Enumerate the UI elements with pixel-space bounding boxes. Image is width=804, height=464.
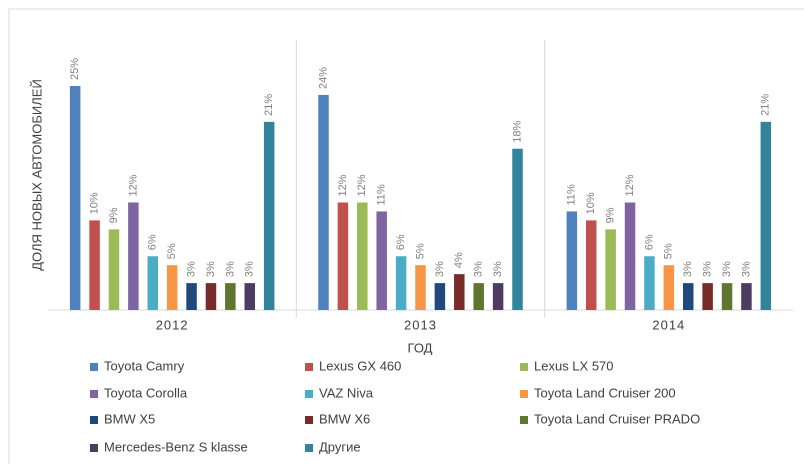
legend-swatch [90,363,98,371]
bar [205,283,217,310]
value-label: 6% [395,234,407,250]
legend-label: Lexus LX 570 [534,358,614,373]
value-label: 5% [663,243,675,259]
legend-swatch [520,363,528,371]
bar [69,86,81,310]
bar [492,283,504,310]
value-label: 18% [511,120,523,142]
bar [741,283,752,310]
legend-swatch [305,444,313,452]
y-axis-label: ДОЛЯ НОВЫХ АВТОМОБИЛЕЙ [29,79,44,271]
bar [357,202,368,310]
value-label: 3% [740,261,752,277]
value-label: 3% [244,261,256,277]
bar [473,283,484,310]
x-axis-label: ГОД [408,340,433,355]
legend-swatch [520,390,528,398]
value-label: 6% [643,234,655,250]
value-label: 11% [566,184,578,205]
x-tick-label: 2013 [404,317,437,332]
legend-label: Toyota Land Cruiser PRADO [534,411,700,426]
bar [566,211,578,310]
bar [166,265,178,310]
bar [512,148,523,310]
value-label: 3% [205,261,217,277]
value-label: 4% [453,252,465,268]
legend-swatch [90,416,98,424]
bar [454,274,465,310]
legend-label: Другие [319,439,361,454]
bar [186,283,197,310]
legend-label: Toyota Corolla [104,385,188,400]
bar [108,229,120,310]
legend-label: BMW X5 [104,411,155,426]
value-label: 12% [356,174,368,196]
bar [244,283,256,310]
value-label: 9% [605,207,617,223]
value-label: 12% [624,174,636,196]
value-label: 11% [376,184,388,205]
value-label: 21% [263,94,275,116]
bar [644,256,655,310]
legend-swatch [90,444,98,452]
legend-label: Toyota Camry [104,358,185,373]
legend-label: Mercedes-Benz S klasse [104,439,248,454]
bar [721,283,733,310]
value-label: 12% [127,174,139,196]
chart-border [8,8,804,464]
value-label: 10% [88,192,100,214]
bar [225,283,236,310]
value-label: 3% [492,261,504,277]
x-tick-label: 2014 [652,317,685,332]
bar [663,265,675,310]
legend-swatch [305,363,313,371]
bar [395,256,407,310]
value-label: 25% [69,58,81,80]
bar [89,220,100,310]
value-label: 5% [414,243,426,259]
bar [605,229,616,310]
bar [585,220,597,310]
legend-label: VAZ Niva [319,385,374,400]
legend-swatch [520,416,528,424]
bar [128,202,139,310]
bar [376,211,387,310]
bar [702,283,713,310]
value-label: 12% [337,174,349,196]
legend-swatch [305,390,313,398]
bar [415,265,426,310]
bar [318,94,329,311]
bar [263,121,275,310]
value-label: 21% [760,94,772,116]
legend-label: BMW X6 [319,411,370,426]
value-label: 9% [108,207,120,223]
value-label: 3% [224,261,236,277]
value-label: 3% [702,261,714,277]
value-label: 3% [185,261,197,277]
bar [337,202,349,310]
legend-label: Lexus GX 460 [319,358,401,373]
legend-swatch [305,416,313,424]
legend-label: Toyota Land Cruiser 200 [534,385,676,400]
value-label: 5% [166,243,178,259]
bar [624,202,636,310]
value-label: 24% [317,67,329,89]
value-label: 3% [721,261,733,277]
bar [760,121,772,310]
legend-swatch [90,390,98,398]
value-label: 6% [147,234,159,250]
bar [682,283,694,310]
value-label: 10% [585,192,597,214]
value-label: 3% [434,261,446,277]
value-label: 3% [682,261,694,277]
value-label: 3% [473,261,485,277]
x-tick-label: 2012 [156,317,189,332]
bar [434,283,446,310]
bar [147,256,159,310]
